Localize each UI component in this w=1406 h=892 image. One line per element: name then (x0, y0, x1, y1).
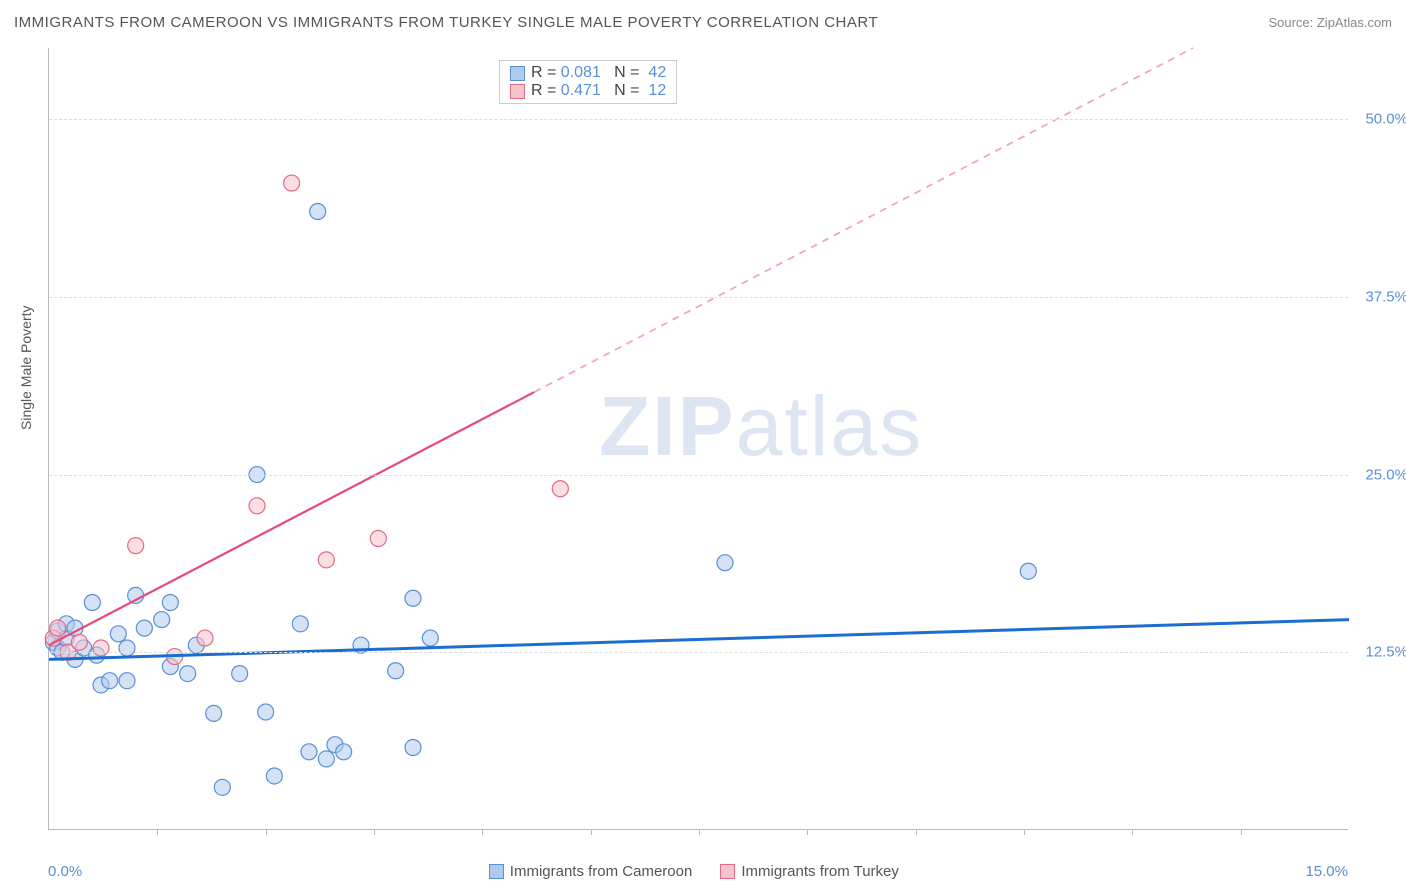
x-tick-mark (374, 829, 375, 835)
y-tick-label: 37.5% (1353, 288, 1406, 305)
legend-label-cameroon: Immigrants from Cameroon (510, 863, 693, 880)
x-axis-max-label: 15.0% (1305, 863, 1348, 880)
gridline-h (49, 297, 1348, 298)
x-tick-mark (157, 829, 158, 835)
data-point (84, 595, 100, 611)
y-axis-title: Single Male Poverty (18, 305, 34, 430)
data-point (310, 204, 326, 220)
data-point (93, 640, 109, 656)
data-point (102, 673, 118, 689)
data-point (258, 704, 274, 720)
chart-title: IMMIGRANTS FROM CAMEROON VS IMMIGRANTS F… (14, 14, 878, 31)
stats-text: R = 0.081 N = 42 (531, 64, 666, 82)
data-point (318, 552, 334, 568)
data-point (197, 630, 213, 646)
stats-swatch (510, 84, 525, 99)
data-point (552, 481, 568, 497)
source-label: Source: ZipAtlas.com (1268, 15, 1392, 30)
plot-canvas: ZIPatlas 12.5%25.0%37.5%50.0% R = 0.081 … (49, 48, 1348, 829)
data-point (119, 640, 135, 656)
data-point (136, 620, 152, 636)
x-tick-mark (266, 829, 267, 835)
data-point (110, 626, 126, 642)
data-point (50, 620, 66, 636)
data-point (1020, 563, 1036, 579)
data-point (301, 744, 317, 760)
x-tick-mark (699, 829, 700, 835)
y-tick-label: 25.0% (1353, 466, 1406, 483)
x-axis-min-label: 0.0% (48, 863, 82, 880)
x-tick-mark (1024, 829, 1025, 835)
data-point (336, 744, 352, 760)
legend-group: Immigrants from Cameroon Immigrants from… (489, 863, 899, 880)
stats-row: R = 0.471 N = 12 (510, 82, 666, 100)
data-point (180, 666, 196, 682)
title-bar: IMMIGRANTS FROM CAMEROON VS IMMIGRANTS F… (14, 14, 1392, 31)
data-point (128, 538, 144, 554)
legend-swatch-turkey (720, 864, 735, 879)
gridline-h (49, 475, 1348, 476)
data-point (717, 555, 733, 571)
data-point (388, 663, 404, 679)
stats-text: R = 0.471 N = 12 (531, 82, 666, 100)
x-tick-mark (807, 829, 808, 835)
data-point (370, 531, 386, 547)
gridline-h (49, 119, 1348, 120)
data-point (405, 590, 421, 606)
stats-swatch (510, 66, 525, 81)
y-tick-label: 50.0% (1353, 111, 1406, 128)
legend-label-turkey: Immigrants from Turkey (741, 863, 899, 880)
data-point (162, 595, 178, 611)
bottom-legend: 0.0% Immigrants from Cameroon Immigrants… (48, 863, 1348, 880)
x-tick-mark (482, 829, 483, 835)
data-point (119, 673, 135, 689)
trend-line (49, 392, 534, 645)
data-point (249, 498, 265, 514)
data-point (232, 666, 248, 682)
legend-swatch-cameroon (489, 864, 504, 879)
legend-item-cameroon: Immigrants from Cameroon (489, 863, 693, 880)
data-point (206, 705, 222, 721)
data-point (284, 175, 300, 191)
x-tick-mark (1132, 829, 1133, 835)
y-tick-label: 12.5% (1353, 644, 1406, 661)
data-point (154, 612, 170, 628)
x-tick-mark (591, 829, 592, 835)
x-tick-mark (916, 829, 917, 835)
trend-line (49, 620, 1349, 660)
chart-svg (49, 48, 1348, 829)
stats-row: R = 0.081 N = 42 (510, 64, 666, 82)
data-point (422, 630, 438, 646)
gridline-h (49, 652, 1348, 653)
data-point (266, 768, 282, 784)
data-point (71, 634, 87, 650)
plot-area: ZIPatlas 12.5%25.0%37.5%50.0% R = 0.081 … (48, 48, 1348, 830)
legend-item-turkey: Immigrants from Turkey (720, 863, 899, 880)
data-point (292, 616, 308, 632)
x-tick-mark (1241, 829, 1242, 835)
data-point (318, 751, 334, 767)
stats-box: R = 0.081 N = 42 R = 0.471 N = 12 (499, 60, 677, 104)
data-point (214, 779, 230, 795)
data-point (405, 740, 421, 756)
